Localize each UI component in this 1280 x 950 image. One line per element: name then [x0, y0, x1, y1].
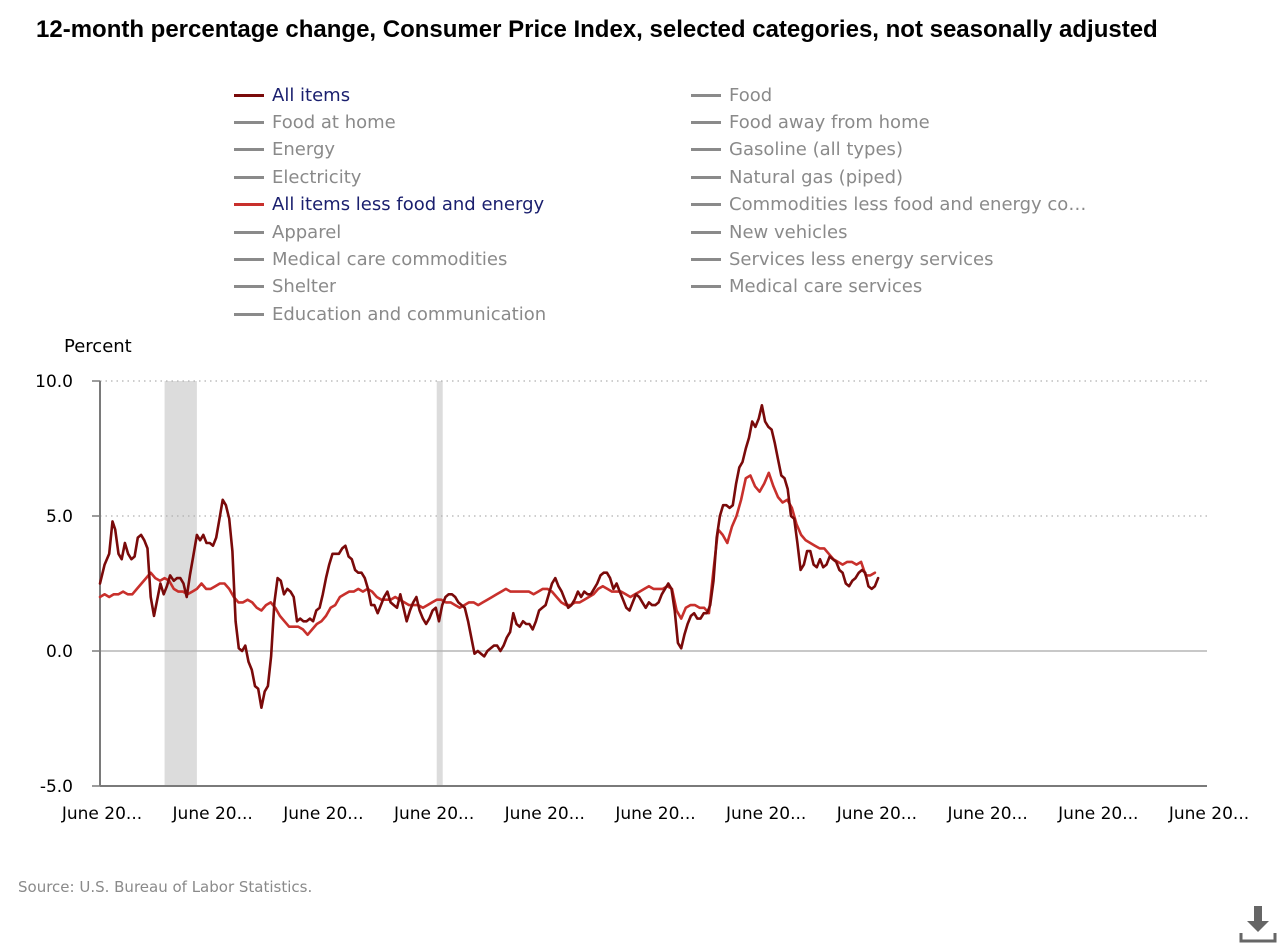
x-tick-label: June 20...: [1168, 804, 1249, 824]
y-tick-label: 5.0: [46, 507, 73, 527]
x-tick-label: June 20...: [1057, 804, 1138, 824]
source-note: Source: U.S. Bureau of Labor Statistics.: [18, 878, 313, 896]
x-tick-label: June 20...: [504, 804, 585, 824]
chart-title: 12-month percentage change, Consumer Pri…: [36, 16, 1158, 43]
legend-swatch: [691, 257, 721, 261]
legend-item[interactable]: Food at home: [234, 109, 654, 135]
y-tick-label: -5.0: [40, 777, 73, 797]
x-tick-label: June 20...: [172, 804, 253, 824]
legend-swatch: [691, 203, 721, 207]
legend-swatch: [234, 93, 264, 97]
download-button[interactable]: [1238, 904, 1278, 944]
plot-area: 10.0 5.0 0.0 -5.0 June 20... June 20... June 2…: [35, 372, 1249, 824]
legend-item[interactable]: Food: [691, 82, 1091, 108]
legend-item[interactable]: Gasoline (all types): [691, 137, 1091, 163]
legend-swatch: [691, 148, 721, 152]
legend-item[interactable]: Shelter: [234, 274, 654, 300]
x-tick-label: June 20...: [61, 804, 142, 824]
series-line: [98, 471, 877, 637]
legend-swatch: [234, 175, 264, 179]
y-tick-label: 10.0: [35, 372, 73, 392]
legend-item[interactable]: Food away from home: [691, 109, 1091, 135]
x-tick-label: June 20...: [946, 804, 1027, 824]
legend-item[interactable]: Commodities less food and energy com...: [691, 192, 1091, 218]
legend-item[interactable]: Medical care commodities: [234, 246, 654, 272]
x-tick-label: June 20...: [836, 804, 917, 824]
shaded-period: [436, 381, 443, 786]
x-tick-label: June 20...: [725, 804, 806, 824]
legend-item[interactable]: Energy: [234, 137, 654, 163]
x-tick-label: June 20...: [393, 804, 474, 824]
legend-item[interactable]: Services less energy services: [691, 246, 1091, 272]
x-tick-label: June 20...: [614, 804, 695, 824]
legend-item[interactable]: New vehicles: [691, 219, 1091, 245]
legend-item[interactable]: All items: [234, 82, 654, 108]
legend-swatch: [234, 120, 264, 124]
y-tick-label: 0.0: [46, 642, 73, 662]
legend-item[interactable]: Medical care services: [691, 274, 1091, 300]
legend-item[interactable]: Electricity: [234, 164, 654, 190]
legend-swatch: [234, 257, 264, 261]
y-axis-label: Percent: [64, 336, 132, 357]
legend-item[interactable]: Natural gas (piped): [691, 164, 1091, 190]
legend-item[interactable]: Apparel: [234, 219, 654, 245]
legend-swatch: [234, 230, 264, 234]
legend-swatch: [691, 120, 721, 124]
legend-swatch: [691, 93, 721, 97]
legend-swatch: [691, 175, 721, 179]
legend-item[interactable]: Education and communication: [234, 301, 654, 327]
download-icon: [1239, 906, 1277, 943]
legend-swatch: [691, 230, 721, 234]
legend-item[interactable]: All items less food and energy: [234, 192, 654, 218]
legend-swatch: [234, 148, 264, 152]
legend-swatch: [234, 285, 264, 289]
legend-swatch: [691, 285, 721, 289]
legend-swatch: [234, 312, 264, 316]
x-tick-label: June 20...: [282, 804, 363, 824]
legend-swatch: [234, 203, 264, 207]
series-line: [98, 404, 880, 709]
